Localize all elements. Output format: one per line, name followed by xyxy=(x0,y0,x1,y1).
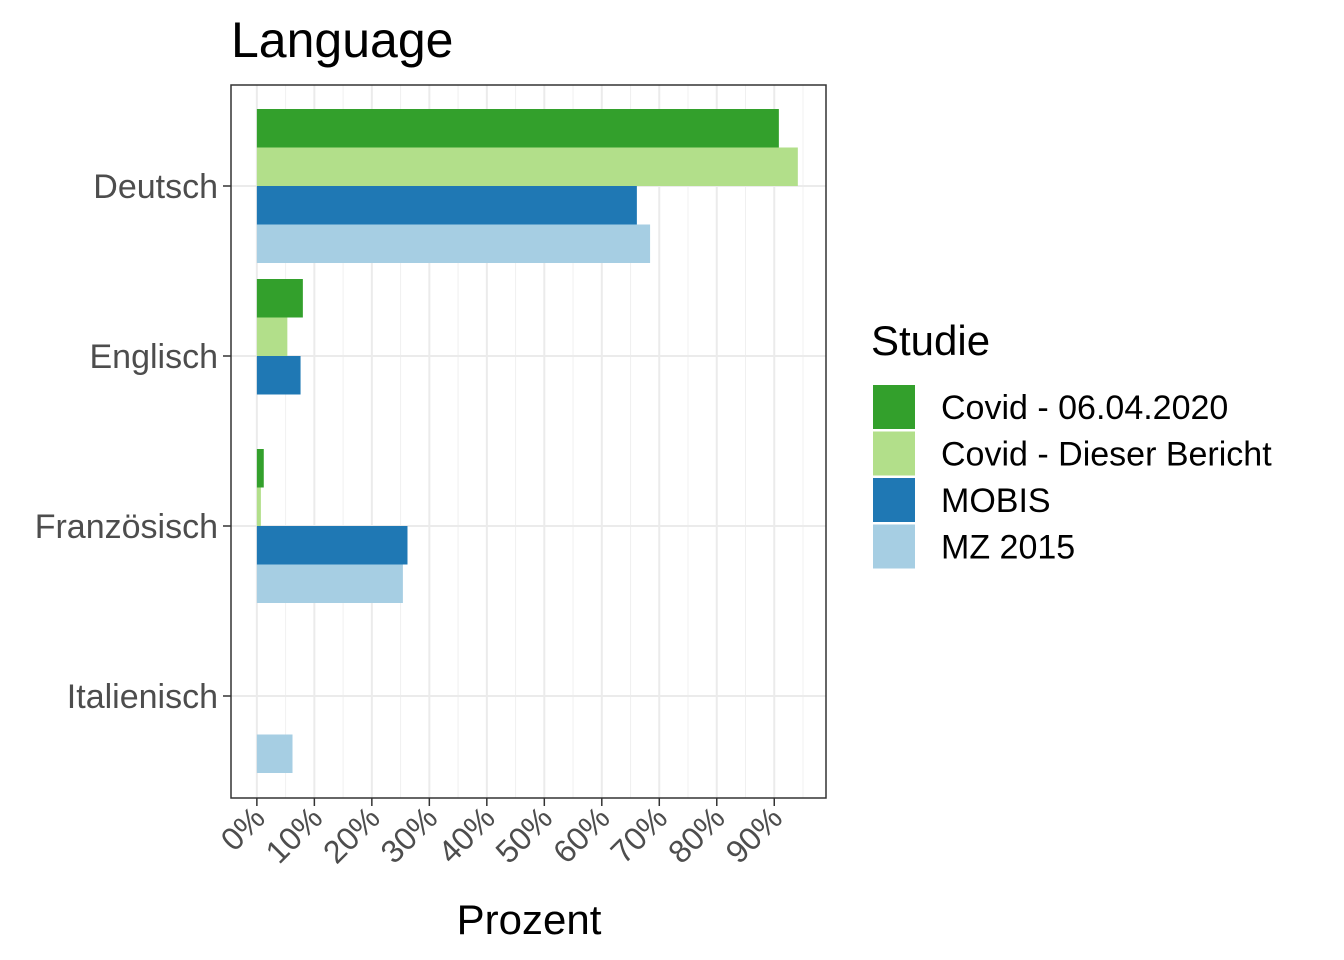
x-tick-label: 60% xyxy=(546,799,617,870)
bars xyxy=(256,109,798,773)
bar xyxy=(256,224,651,263)
bar xyxy=(256,526,408,565)
bar xyxy=(256,734,293,773)
y-tick-label: Italienisch xyxy=(67,678,218,716)
x-axis-label: Prozent xyxy=(457,896,602,943)
y-tick-label: Englisch xyxy=(89,338,218,376)
legend-label: MOBIS xyxy=(941,482,1051,520)
bar xyxy=(256,186,637,225)
legend-title: Studie xyxy=(871,317,990,364)
bar xyxy=(256,147,798,186)
legend-label: Covid - 06.04.2020 xyxy=(941,389,1228,427)
bar xyxy=(256,449,264,488)
bar xyxy=(256,564,403,603)
x-tick-label: 70% xyxy=(603,799,674,870)
legend-key xyxy=(873,385,915,429)
x-tick-label: 90% xyxy=(718,799,789,870)
legend: Studie Covid - 06.04.2020 Covid - Dieser … xyxy=(871,317,1272,569)
x-tick-label: 50% xyxy=(489,799,560,870)
x-tick-label: 80% xyxy=(661,799,732,870)
x-tick-label: 10% xyxy=(259,799,330,870)
bar xyxy=(256,356,301,395)
x-tick-label: 40% xyxy=(431,799,502,870)
x-axis: 0%10%20%30%40%50%60%70%80%90% xyxy=(214,798,789,870)
bar xyxy=(256,317,288,356)
y-axis: Deutsch Englisch Französisch Italienisch xyxy=(35,168,231,716)
bar xyxy=(256,279,303,318)
y-tick-label: Französisch xyxy=(35,508,218,546)
legend-key xyxy=(873,478,915,522)
legend-label: MZ 2015 xyxy=(941,529,1075,567)
bar xyxy=(256,487,261,526)
legend-label: Covid - Dieser Bericht xyxy=(941,436,1272,474)
bar xyxy=(256,109,779,148)
legend-key xyxy=(873,431,915,476)
plot-border xyxy=(230,84,827,799)
legend-key xyxy=(873,524,915,569)
chart-title: Language xyxy=(231,12,453,68)
x-tick-label: 20% xyxy=(316,799,387,870)
x-tick-label: 30% xyxy=(374,799,445,870)
y-tick-label: Deutsch xyxy=(93,168,218,206)
